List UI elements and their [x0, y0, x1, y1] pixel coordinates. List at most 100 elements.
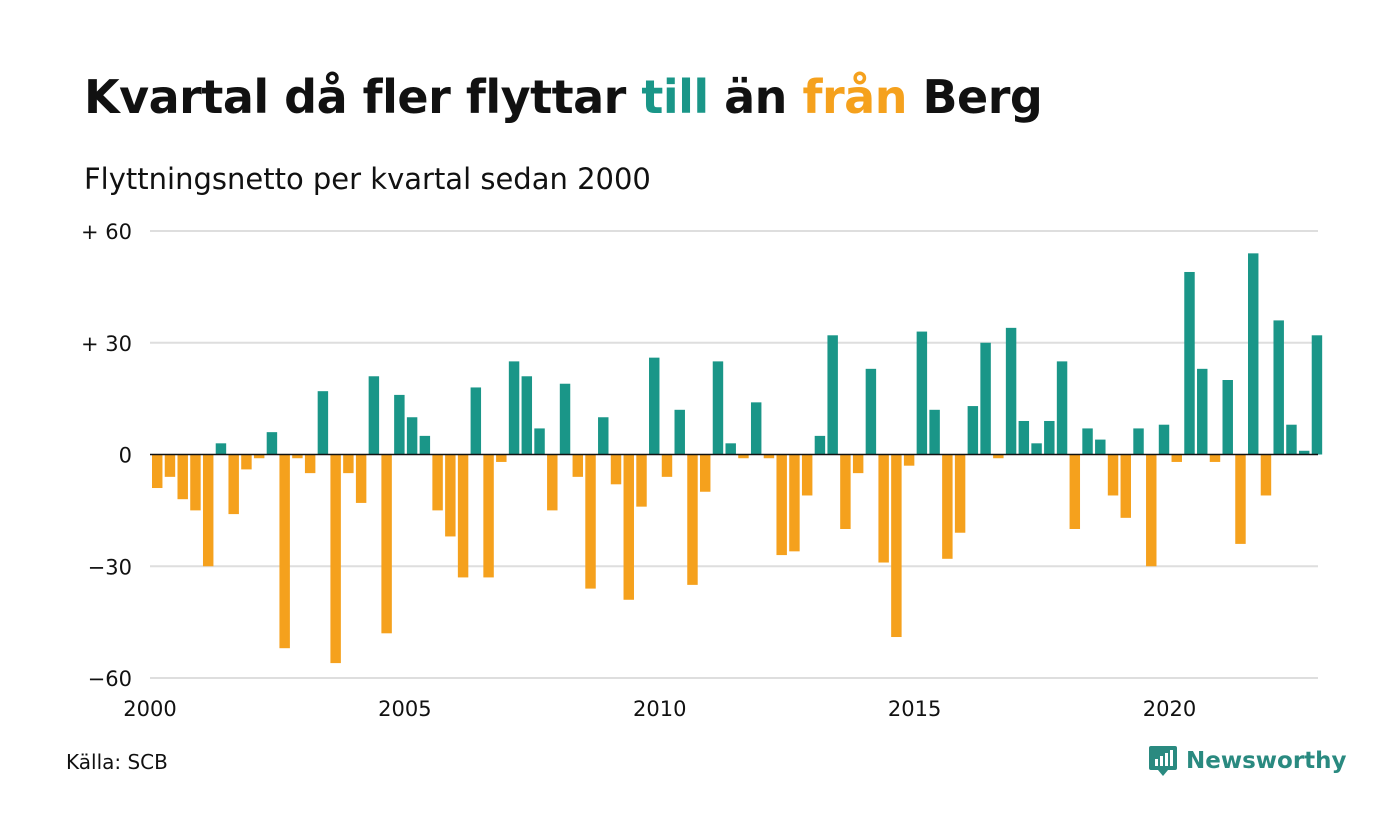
- bar-2006-q4: [496, 454, 507, 462]
- bar-2010-q4: [700, 454, 711, 492]
- bar-2014-q4: [903, 454, 915, 466]
- title-fran: från: [802, 70, 907, 124]
- bar-2022-q2: [1286, 424, 1297, 455]
- bar-2015-q1: [916, 331, 928, 455]
- bar-2009-q1: [610, 454, 622, 485]
- bar-2016-q3: [993, 454, 1004, 459]
- bar-2004-q3: [381, 454, 392, 634]
- bar-2007-q1: [508, 361, 520, 455]
- bar-2011-q4: [750, 402, 762, 455]
- bar-2003-q4: [343, 454, 354, 474]
- bar-2021-q1: [1222, 380, 1233, 455]
- bar-2008-q2: [572, 454, 584, 477]
- bar-2000-q4: [190, 454, 201, 511]
- bar-2009-q2: [623, 454, 634, 600]
- bar-2014-q3: [891, 454, 902, 638]
- chart-subtitle: Flyttningsnetto per kvartal sedan 2000: [84, 162, 651, 196]
- chart-title: Kvartal då fler flyttar till än från Ber…: [84, 70, 1043, 124]
- bar-2021-q4: [1260, 454, 1272, 496]
- bar-2014-q1: [865, 368, 877, 455]
- newsworthy-logo-icon: [1149, 746, 1177, 776]
- bar-2001-q4: [241, 454, 252, 470]
- bar-2010-q1: [661, 454, 673, 477]
- bar-2007-q3: [534, 428, 545, 455]
- bar-2018-q2: [1082, 428, 1093, 455]
- bar-2020-q2: [1184, 271, 1195, 455]
- bar-2005-q3: [432, 454, 443, 511]
- x-tick-label: 2000: [123, 697, 176, 721]
- bar-2003-q2: [317, 391, 329, 455]
- title-part-3: Berg: [906, 70, 1043, 124]
- bar-2019-q3: [1146, 454, 1157, 567]
- x-tick-label: 2015: [888, 697, 941, 721]
- bar-chart: + 60 + 30 0 −30 −60 2000 2005 2010 2015 2020: [81, 220, 1323, 721]
- bar-2004-q1: [355, 454, 367, 503]
- y-axis-ticks: + 60 + 30 0 −30 −60: [81, 220, 132, 691]
- bar-2009-q4: [649, 357, 660, 455]
- bar-2011-q1: [712, 361, 724, 455]
- bar-2002-q1: [253, 454, 265, 459]
- bars: [152, 253, 1323, 664]
- bar-2008-q4: [598, 417, 609, 455]
- bar-2022-q3: [1298, 450, 1310, 455]
- bar-2018-q4: [1107, 454, 1119, 496]
- bar-2002-q2: [266, 432, 278, 455]
- bar-2019-q1: [1120, 454, 1131, 518]
- bar-2006-q3: [483, 454, 494, 578]
- bar-2003-q3: [330, 454, 341, 664]
- bar-2007-q2: [521, 376, 533, 455]
- x-axis-ticks: 2000 2005 2010 2015 2020: [123, 697, 1196, 721]
- bar-2012-q2: [776, 454, 787, 556]
- bar-2006-q1: [457, 454, 469, 578]
- bar-2018-q1: [1069, 454, 1081, 529]
- bar-2015-q4: [954, 454, 966, 533]
- bar-2015-q2: [929, 409, 940, 455]
- bar-2019-q2: [1133, 428, 1144, 455]
- bar-2005-q1: [406, 417, 418, 455]
- y-tick-label: −30: [88, 555, 132, 579]
- bar-2000-q2: [164, 454, 176, 477]
- bar-2010-q3: [687, 454, 698, 585]
- bar-2019-q4: [1158, 424, 1170, 455]
- y-tick-label: 0: [119, 444, 132, 468]
- bar-2022-q1: [1273, 320, 1284, 455]
- bar-2012-q4: [801, 454, 813, 496]
- bar-2012-q3: [789, 454, 800, 552]
- bar-2013-q1: [814, 435, 826, 455]
- bar-2011-q2: [725, 443, 736, 455]
- bar-2004-q2: [368, 376, 380, 455]
- bar-2012-q1: [763, 454, 775, 459]
- bar-2008-q1: [559, 383, 571, 455]
- bar-2020-q3: [1197, 368, 1208, 455]
- bar-2016-q2: [980, 342, 991, 455]
- title-part-1: Kvartal då fler flyttar: [84, 70, 642, 124]
- gridlines: [150, 230, 1318, 679]
- bar-2022-q4: [1311, 335, 1323, 455]
- bar-2001-q2: [215, 443, 227, 455]
- bar-2003-q1: [304, 454, 316, 474]
- bar-2021-q2: [1235, 454, 1246, 544]
- bar-2011-q3: [738, 454, 749, 459]
- logo-text: Newsworthy: [1186, 748, 1347, 774]
- bar-2020-q1: [1171, 454, 1182, 462]
- bar-2017-q1: [1018, 420, 1030, 455]
- bar-2017-q2: [1031, 443, 1042, 455]
- title-part-2: än: [708, 70, 803, 124]
- bar-2004-q4: [394, 394, 405, 455]
- x-tick-label: 2010: [633, 697, 686, 721]
- bar-2017-q3: [1044, 420, 1055, 455]
- bar-2008-q3: [585, 454, 596, 589]
- bar-2002-q4: [292, 454, 303, 459]
- bar-2018-q3: [1095, 439, 1106, 455]
- bar-2001-q3: [228, 454, 239, 515]
- bar-2013-q4: [852, 454, 864, 474]
- bar-2016-q1: [967, 406, 979, 455]
- y-tick-label: + 60: [81, 220, 132, 244]
- bar-2006-q2: [470, 387, 482, 455]
- bar-2013-q2: [827, 335, 838, 455]
- bar-2005-q2: [419, 435, 431, 455]
- x-tick-label: 2020: [1143, 697, 1196, 721]
- x-tick-label: 2005: [378, 697, 431, 721]
- bar-2001-q1: [202, 454, 214, 567]
- bar-2000-q1: [152, 454, 163, 489]
